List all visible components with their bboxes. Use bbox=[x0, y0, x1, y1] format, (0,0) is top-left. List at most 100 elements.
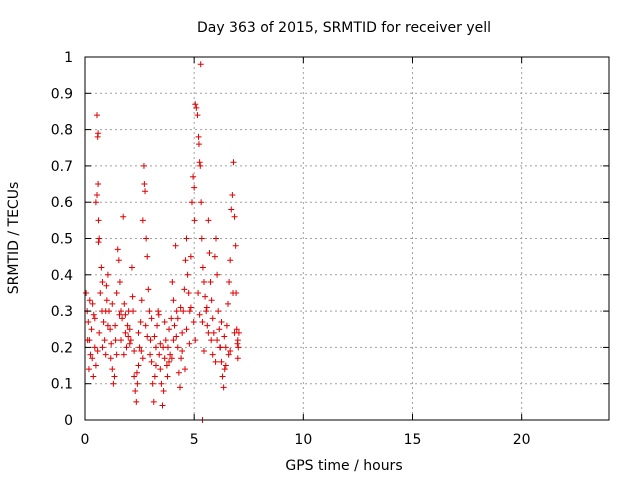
data-point bbox=[209, 315, 216, 322]
data-point bbox=[203, 304, 210, 311]
data-point bbox=[186, 308, 193, 315]
data-point bbox=[142, 188, 149, 195]
data-point bbox=[104, 271, 111, 278]
data-point bbox=[135, 329, 142, 336]
data-point bbox=[133, 398, 140, 405]
data-point bbox=[187, 304, 194, 311]
data-point bbox=[212, 358, 219, 365]
data-point bbox=[89, 300, 96, 307]
data-point bbox=[147, 351, 154, 358]
data-point bbox=[114, 246, 121, 253]
x-tick-label: 5 bbox=[190, 432, 199, 448]
data-point bbox=[215, 308, 222, 315]
data-point bbox=[95, 181, 102, 188]
data-points bbox=[83, 61, 242, 423]
data-point bbox=[192, 101, 199, 108]
data-point bbox=[178, 355, 185, 362]
data-point bbox=[124, 322, 131, 329]
data-point bbox=[107, 355, 114, 362]
data-point bbox=[160, 344, 167, 351]
data-point bbox=[85, 318, 92, 325]
data-point bbox=[176, 384, 183, 391]
data-point bbox=[131, 373, 138, 380]
data-point bbox=[85, 366, 92, 373]
data-point bbox=[173, 333, 180, 340]
data-point bbox=[171, 322, 178, 329]
data-point bbox=[92, 362, 99, 369]
grid-layer bbox=[85, 57, 609, 420]
data-point bbox=[110, 380, 117, 387]
data-point bbox=[138, 348, 145, 355]
data-point bbox=[220, 384, 227, 391]
data-point bbox=[144, 333, 151, 340]
data-point bbox=[181, 366, 188, 373]
data-point bbox=[230, 159, 237, 166]
data-point bbox=[143, 235, 150, 242]
data-point bbox=[104, 322, 111, 329]
data-point bbox=[91, 315, 98, 322]
data-point bbox=[231, 329, 238, 336]
data-point bbox=[86, 297, 93, 304]
data-point bbox=[148, 315, 155, 322]
data-point bbox=[216, 326, 223, 333]
data-point bbox=[234, 355, 241, 362]
data-point bbox=[141, 181, 148, 188]
data-point bbox=[137, 318, 144, 325]
data-point bbox=[225, 300, 232, 307]
data-point bbox=[225, 351, 232, 358]
data-point bbox=[159, 402, 166, 409]
data-point bbox=[132, 387, 139, 394]
data-point bbox=[97, 289, 104, 296]
data-point bbox=[207, 279, 214, 286]
data-point bbox=[208, 297, 215, 304]
data-point bbox=[181, 286, 188, 293]
data-point bbox=[94, 191, 101, 198]
data-point bbox=[119, 315, 126, 322]
data-point bbox=[206, 250, 213, 257]
data-point bbox=[226, 279, 233, 286]
data-point bbox=[120, 351, 127, 358]
data-point bbox=[193, 104, 200, 111]
data-point bbox=[167, 351, 174, 358]
data-point bbox=[234, 340, 241, 347]
data-point bbox=[183, 326, 190, 333]
data-point bbox=[154, 322, 161, 329]
data-point bbox=[112, 322, 119, 329]
data-point bbox=[214, 337, 221, 344]
data-point bbox=[227, 348, 234, 355]
data-point bbox=[162, 337, 169, 344]
y-tick-label: 1 bbox=[64, 50, 73, 66]
data-point bbox=[142, 322, 149, 329]
data-point bbox=[113, 351, 120, 358]
data-point bbox=[90, 373, 97, 380]
data-point bbox=[164, 373, 171, 380]
data-point bbox=[109, 300, 116, 307]
data-point bbox=[186, 340, 193, 347]
data-point bbox=[231, 213, 238, 220]
y-tick-label: 0.5 bbox=[51, 232, 73, 248]
data-point bbox=[120, 213, 127, 220]
data-point bbox=[210, 329, 217, 336]
data-point bbox=[168, 315, 175, 322]
data-point bbox=[191, 184, 198, 191]
data-point bbox=[223, 322, 230, 329]
data-point bbox=[131, 348, 138, 355]
data-point bbox=[129, 293, 136, 300]
data-point bbox=[156, 351, 163, 358]
data-point bbox=[144, 253, 151, 260]
data-point bbox=[170, 337, 177, 344]
data-point bbox=[135, 362, 142, 369]
data-point bbox=[128, 264, 135, 271]
data-point bbox=[146, 308, 153, 315]
data-point bbox=[94, 112, 101, 119]
data-point bbox=[190, 173, 197, 180]
data-point bbox=[200, 348, 207, 355]
data-point bbox=[195, 141, 202, 148]
data-point bbox=[166, 326, 173, 333]
data-point bbox=[116, 279, 123, 286]
data-point bbox=[126, 326, 133, 333]
data-point bbox=[118, 337, 125, 344]
data-point bbox=[149, 380, 156, 387]
data-point bbox=[166, 358, 173, 365]
data-point bbox=[99, 344, 106, 351]
